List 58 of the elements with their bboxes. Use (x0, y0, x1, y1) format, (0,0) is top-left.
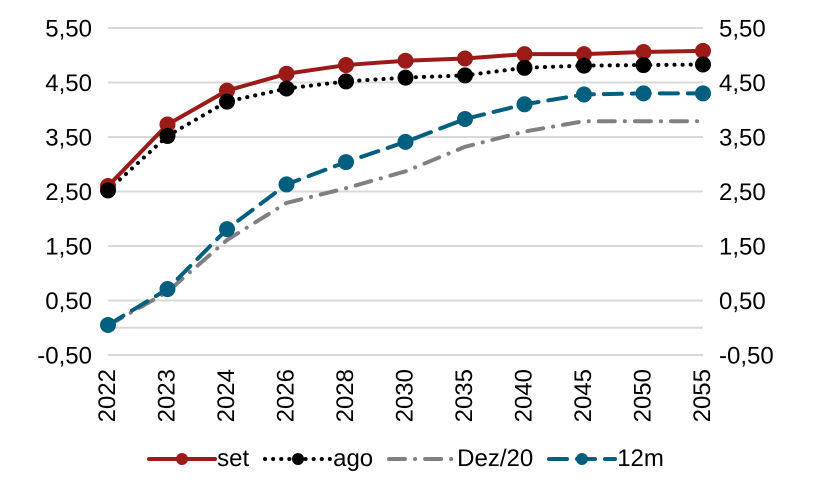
x-tick-label: 2050 (630, 369, 657, 422)
y-tick-label: 5,50 (45, 16, 92, 43)
point (636, 44, 652, 60)
y2-tick-label: 5,50 (719, 16, 766, 43)
point (576, 58, 592, 74)
x-tick-label: 2028 (332, 369, 360, 422)
point (278, 80, 294, 96)
y-tick-label: 0,50 (45, 288, 92, 316)
x-tick-label: 2023 (154, 369, 181, 422)
point (398, 134, 414, 150)
legend-label: set (217, 445, 250, 473)
legend-label: Dez/20 (457, 445, 534, 473)
y-tick-label: 4,50 (45, 70, 92, 98)
point (338, 154, 354, 170)
point (576, 86, 592, 102)
y-tick-label: -0,50 (37, 342, 92, 370)
point (338, 57, 354, 74)
legend-label: ago (333, 445, 374, 473)
point (219, 221, 235, 238)
point (457, 111, 473, 128)
y2-tick-label: -0,50 (719, 342, 774, 370)
x-tick-label: 2024 (213, 369, 240, 422)
y-tick-label: 1,50 (45, 234, 92, 261)
point (695, 56, 711, 73)
point (100, 182, 116, 198)
y-tick-label: 2,50 (45, 179, 92, 206)
point (160, 281, 176, 298)
x-tick-label: 2040 (510, 369, 538, 422)
point (516, 46, 532, 62)
point (516, 96, 532, 112)
point (695, 85, 711, 102)
point (695, 42, 711, 59)
x-tick-label: 2055 (689, 369, 716, 422)
point (160, 128, 176, 144)
x-tick-label: 2045 (570, 369, 598, 422)
y2-tick-label: 1,50 (719, 234, 766, 261)
x-tick-label: 2030 (392, 369, 419, 422)
y2-tick-label: 0,50 (719, 288, 766, 316)
y-tick-label: 3,50 (45, 124, 92, 152)
x-tick-label: 2026 (272, 369, 300, 422)
point (278, 66, 294, 82)
y2-tick-label: 4,50 (719, 70, 766, 98)
point (457, 67, 473, 84)
point (338, 73, 354, 90)
point (219, 94, 235, 110)
y2-tick-label: 3,50 (719, 124, 766, 152)
point (278, 176, 294, 192)
point (100, 317, 116, 334)
point (398, 52, 414, 69)
point (457, 50, 473, 67)
x-tick-label: 2022 (94, 369, 122, 422)
point (636, 57, 652, 74)
point (398, 70, 414, 86)
point (636, 85, 652, 102)
point (516, 60, 532, 76)
legend-label: 12m (617, 445, 664, 473)
x-tick-label: 2035 (451, 369, 478, 422)
y2-tick-label: 2,50 (719, 179, 766, 206)
